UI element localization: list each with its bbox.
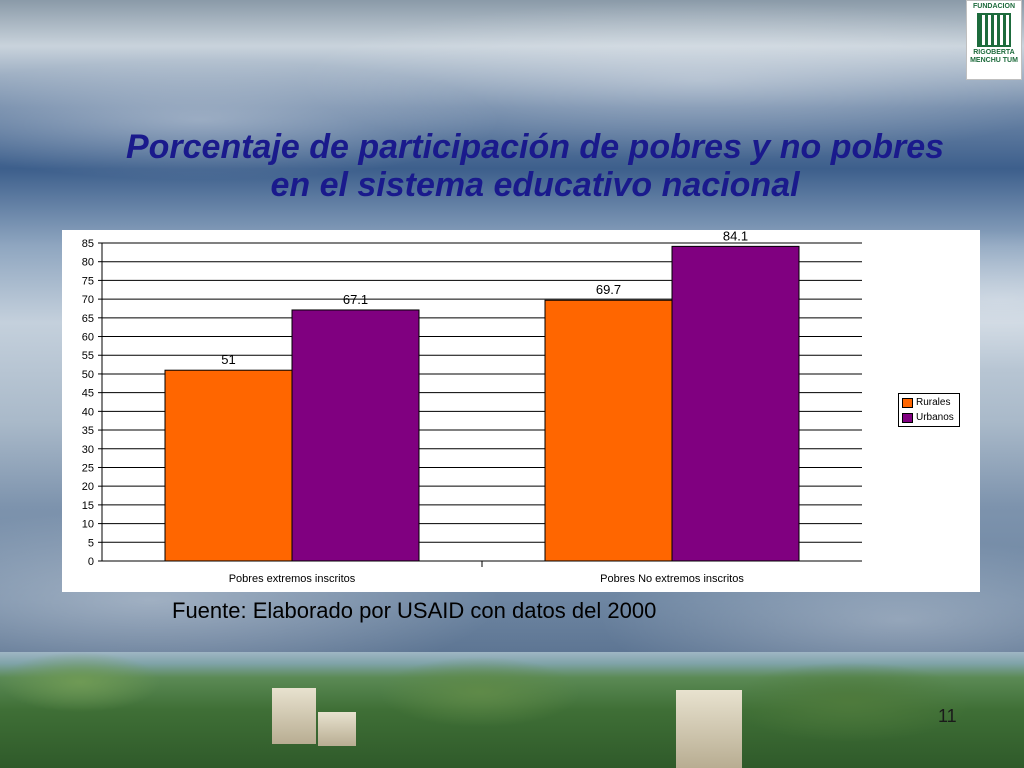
legend-item-urbanos: Urbanos — [899, 410, 959, 425]
y-tick-label: 30 — [82, 444, 94, 456]
background-jungle — [0, 652, 1024, 768]
temple-right-image — [676, 690, 742, 768]
legend-swatch-rurales — [902, 397, 913, 408]
logo-emblem-icon — [977, 13, 1011, 47]
y-tick-label: 20 — [82, 481, 94, 493]
logo-text-middle: RIGOBERTA — [973, 49, 1015, 56]
y-tick-label: 45 — [82, 388, 94, 400]
bar-rurales — [544, 299, 673, 562]
chart-legend: Rurales Urbanos — [898, 393, 960, 427]
chart-bars — [164, 245, 800, 562]
bar-urbanos — [291, 309, 420, 562]
chart-axes — [98, 242, 862, 567]
x-category-label: Pobres extremos inscritos — [229, 573, 356, 585]
logo-text-top: FUNDACION — [973, 3, 1015, 10]
logo-text-bottom: MENCHU TUM — [970, 57, 1018, 64]
legend-label-rurales: Rurales — [916, 397, 951, 408]
y-tick-label: 40 — [82, 406, 94, 418]
y-tick-label: 35 — [82, 425, 94, 437]
temple-left-small-image — [318, 712, 356, 746]
foundation-logo: FUNDACION RIGOBERTA MENCHU TUM — [966, 0, 1022, 80]
source-caption: Fuente: Elaborado por USAID con datos de… — [172, 598, 657, 623]
y-tick-label: 75 — [82, 275, 94, 287]
chart-labels: 0 5 10 15 20 25 30 35 40 45 50 55 60 65 70 75 80 85 51 67.1… — [82, 228, 748, 585]
page-number: 11 — [938, 706, 957, 726]
data-label: 67.1 — [343, 292, 368, 307]
data-label: 51 — [221, 352, 235, 367]
y-tick-label: 60 — [82, 332, 94, 344]
bar-rurales — [164, 369, 293, 562]
temple-left-image — [272, 688, 316, 744]
y-tick-label: 85 — [82, 238, 94, 250]
data-label: 84.1 — [723, 228, 748, 243]
legend-item-rurales: Rurales — [899, 395, 959, 410]
y-tick-label: 15 — [82, 500, 94, 512]
data-label: 69.7 — [596, 282, 621, 297]
y-tick-label: 70 — [82, 294, 94, 306]
x-category-label: Pobres No extremos inscritos — [600, 573, 744, 585]
y-tick-label: 65 — [82, 313, 94, 325]
legend-swatch-urbanos — [902, 412, 913, 423]
slide-title-line2: en el sistema educativo nacional — [270, 166, 800, 204]
y-tick-label: 5 — [88, 537, 94, 549]
y-tick-label: 10 — [82, 519, 94, 531]
y-tick-label: 80 — [82, 257, 94, 269]
legend-label-urbanos: Urbanos — [916, 412, 954, 423]
y-tick-label: 25 — [82, 462, 94, 474]
bar-urbanos — [671, 245, 800, 562]
y-tick-label: 55 — [82, 350, 94, 362]
slide-title-line1: Porcentaje de participación de pobres y … — [125, 128, 945, 166]
y-tick-label: 50 — [82, 369, 94, 381]
slide-title: Porcentaje de participación de pobres y … — [60, 128, 1010, 204]
y-tick-label: 0 — [88, 556, 94, 568]
